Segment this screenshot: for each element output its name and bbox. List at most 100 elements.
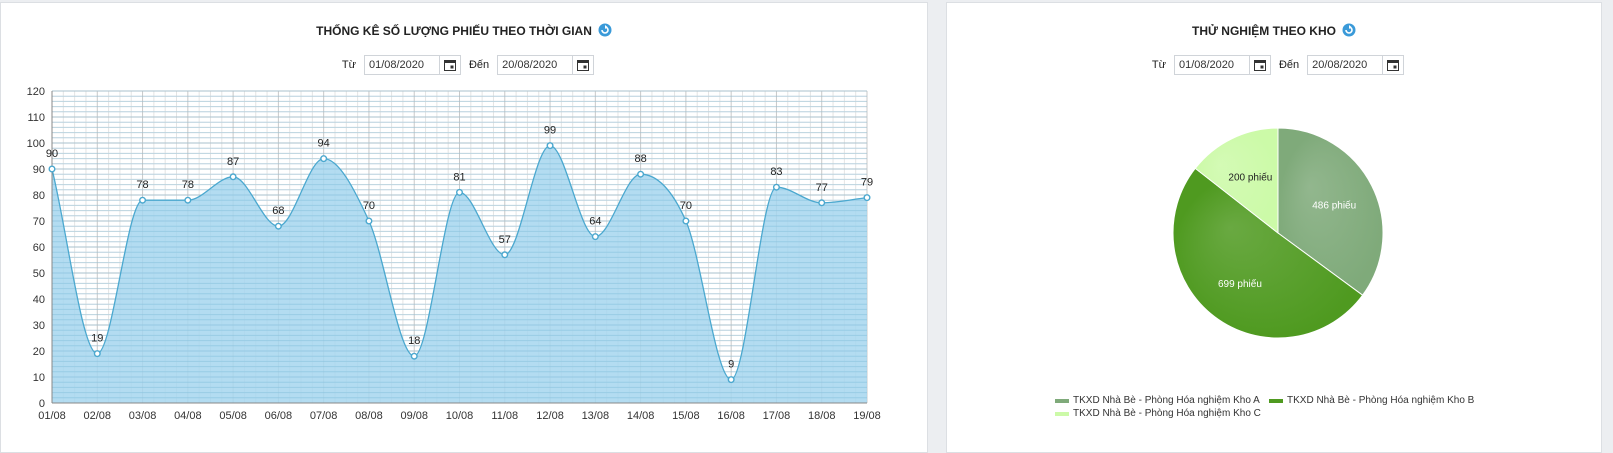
x-tick-label: 14/08 [627,410,655,422]
data-label: 70 [680,200,692,212]
warehouse-test-title: THỬ NGHIỆM THEO KHO [947,23,1601,38]
data-point[interactable] [591,233,599,241]
time-stats-date-filter: Từ Đến [1,55,927,75]
data-label: 81 [453,171,465,183]
x-tick-label: 07/08 [310,410,338,422]
data-label: 90 [46,148,58,160]
data-label: 78 [182,179,194,191]
data-point[interactable] [139,196,147,204]
legend-item[interactable]: TKXD Nhà Bè - Phòng Hóa nghiệm Kho C [1055,408,1261,419]
calendar-icon[interactable] [1248,56,1270,74]
data-point[interactable] [93,350,101,358]
calendar-icon[interactable] [572,56,593,74]
x-tick-label: 06/08 [265,410,293,422]
data-point[interactable] [546,142,554,150]
warehouse-test-panel: 486 phiếu 699 phiếu 200 phiếu THỬ NGHIỆM T… [946,2,1602,453]
calendar-icon[interactable] [1382,56,1403,74]
data-point[interactable] [682,217,690,225]
x-tick-label: 05/08 [219,410,247,422]
data-point[interactable] [637,170,645,178]
legend-item[interactable]: TKXD Nhà Bè - Phòng Hóa nghiệm Kho A [1055,395,1260,406]
data-point[interactable] [48,165,56,173]
data-point[interactable] [772,183,780,191]
x-tick-label: 09/08 [400,410,428,422]
data-point[interactable] [410,352,418,360]
warehouse-date-filter: Từ Đến [947,55,1601,75]
data-label: 83 [770,166,782,178]
data-label: 94 [318,138,330,150]
data-point[interactable] [274,222,282,230]
from-date-input[interactable] [364,59,439,71]
pie-slice-label: 486 phiếu [1312,200,1356,212]
to-label: Đến [1278,59,1300,71]
to-date-input[interactable] [1308,59,1383,71]
data-label: 9 [728,359,734,371]
data-label: 77 [816,182,828,194]
legend-label: TKXD Nhà Bè - Phòng Hóa nghiệm Kho C [1073,408,1261,419]
data-point[interactable] [863,194,871,202]
data-point[interactable] [229,173,237,181]
data-label: 88 [634,153,646,165]
data-label: 68 [272,205,284,217]
grid-overlay [52,90,867,404]
data-point[interactable] [456,188,464,196]
x-tick-label: 12/08 [536,410,564,422]
x-tick-label: 19/08 [853,410,881,422]
x-tick-label: 10/08 [446,410,474,422]
pie-slice[interactable] [1277,127,1384,296]
pie-slice-label: 699 phiếu [1218,278,1262,290]
x-tick-label: 18/08 [808,410,836,422]
data-point[interactable] [365,217,373,225]
y-tick-label: 0 [39,398,45,410]
pie-slice[interactable] [1194,127,1279,235]
data-label: 19 [91,333,103,345]
data-label: 70 [363,200,375,212]
y-tick-label: 60 [33,242,45,254]
to-date-picker [1307,55,1405,75]
x-tick-label: 13/08 [582,410,610,422]
to-date-input[interactable] [498,59,573,71]
calendar-icon[interactable] [438,56,460,74]
data-point[interactable] [818,199,826,207]
y-tick-label: 110 [27,112,45,124]
data-point[interactable] [727,376,735,384]
data-point[interactable] [320,155,328,163]
legend-swatch [1269,398,1283,403]
x-tick-label: 08/08 [355,410,383,422]
to-date-picker [497,55,595,75]
data-point[interactable] [184,196,192,204]
y-tick-label: 20 [33,346,45,358]
from-date-picker [363,55,461,75]
from-date-input[interactable] [1174,59,1249,71]
data-label: 78 [136,179,148,191]
y-tick-label: 40 [33,294,45,306]
y-tick-label: 90 [33,164,45,176]
refresh-icon[interactable] [1342,23,1356,37]
y-tick-label: 100 [27,138,45,150]
legend-swatch [1055,411,1069,416]
data-label: 79 [861,177,873,189]
x-tick-label: 16/08 [717,410,745,422]
pie-slice[interactable] [1172,167,1364,339]
x-tick-label: 01/08 [38,410,66,422]
data-point[interactable] [501,251,509,259]
y-tick-label: 120 [27,86,45,98]
legend-label: TKXD Nhà Bè - Phòng Hóa nghiệm Kho B [1287,395,1475,406]
area-fill [52,145,867,403]
pie-slice-label: 200 phiếu [1228,171,1272,183]
y-tick-label: 10 [33,372,45,384]
warehouse-pie-chart: 486 phiếu 699 phiếu 200 phiếu [1172,127,1384,339]
x-tick-label: 03/08 [129,410,157,422]
legend-item[interactable]: TKXD Nhà Bè - Phòng Hóa nghiệm Kho B [1269,395,1474,406]
data-label: 18 [408,335,420,347]
legend-swatch [1055,398,1069,403]
x-tick-label: 17/08 [763,410,791,422]
to-label: Đến [468,59,490,71]
x-tick-label: 04/08 [174,410,202,422]
refresh-icon[interactable] [598,23,612,37]
from-date-picker [1173,55,1271,75]
x-tick-label: 02/08 [84,410,112,422]
y-tick-label: 30 [33,320,45,332]
from-label: Từ [1151,59,1166,71]
